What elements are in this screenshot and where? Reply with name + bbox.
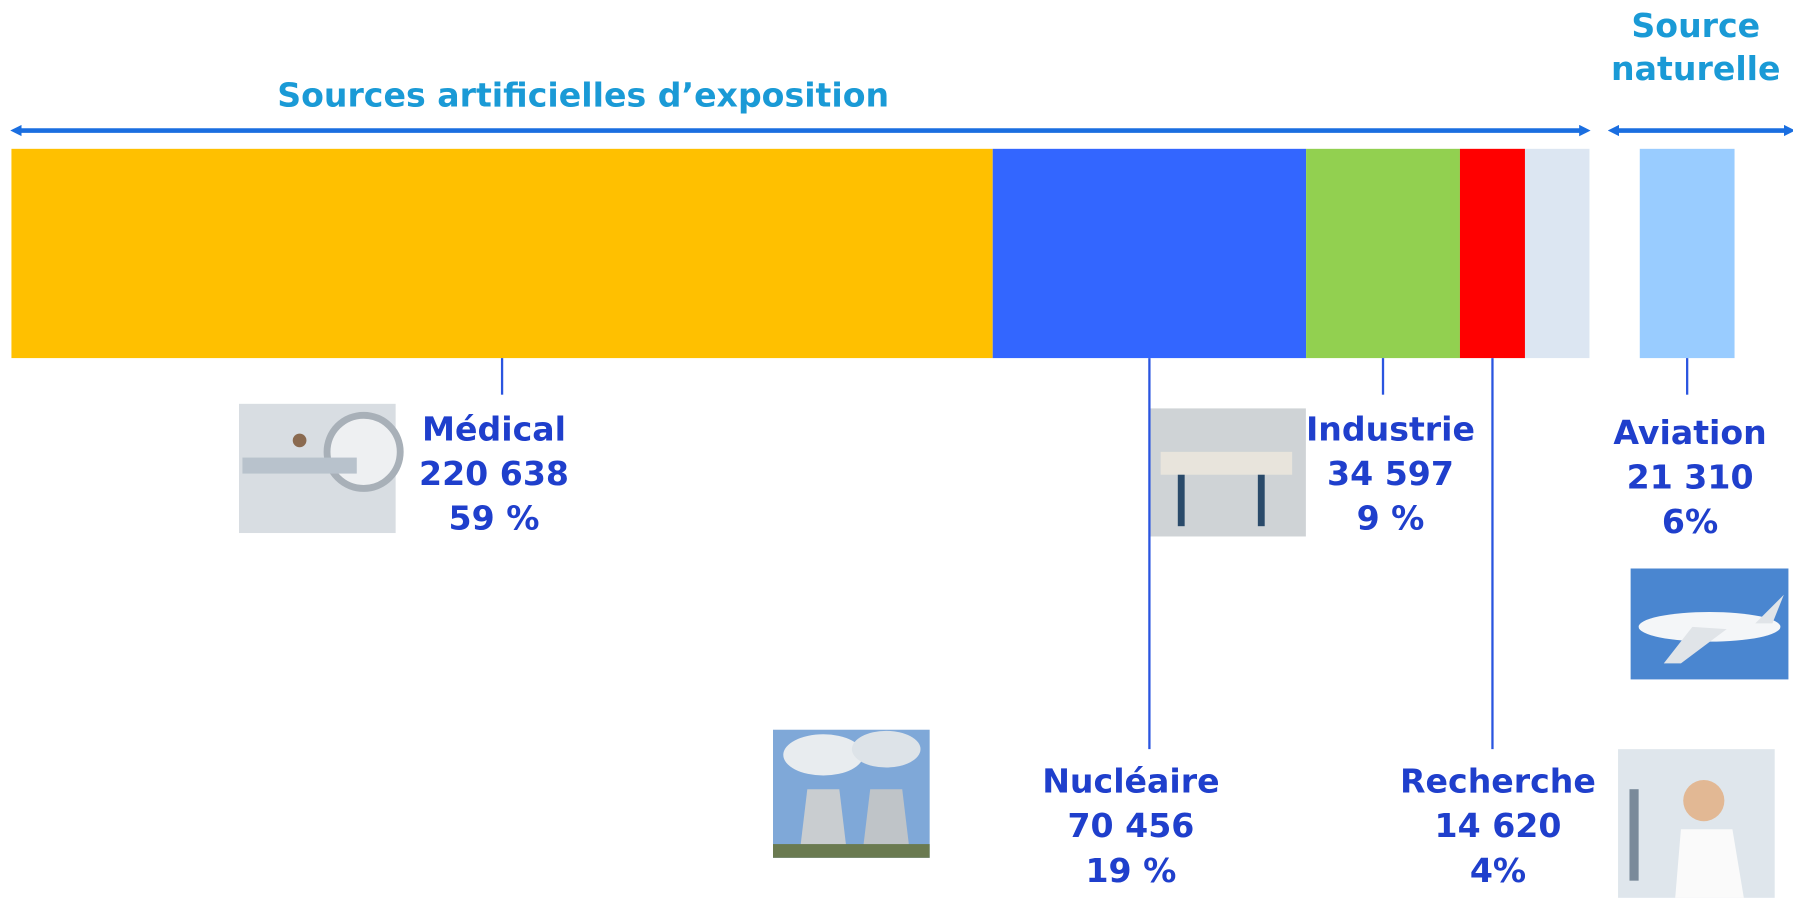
photo-research [1618, 749, 1775, 898]
value-label: 70 456 [1067, 806, 1194, 845]
photo-airplane [1630, 568, 1789, 680]
value-label: 14 620 [1435, 806, 1562, 845]
photo-medical [238, 403, 404, 534]
photo-industry [1149, 408, 1306, 537]
group-title: Sources artificielles d’exposition [277, 76, 889, 115]
bar-segment [1524, 148, 1590, 359]
category-label: Médical [422, 409, 566, 448]
value-label: 220 638 [419, 454, 569, 493]
category-label: Recherche [1400, 762, 1596, 801]
category-label: Industrie [1306, 409, 1475, 448]
group-title: Source naturelle [1611, 6, 1780, 88]
bar-segment [1306, 148, 1460, 359]
share-label: 6% [1662, 502, 1718, 541]
value-label: 34 597 [1327, 454, 1454, 493]
category-label: Aviation [1613, 413, 1766, 452]
share-label: 4% [1470, 851, 1526, 890]
share-label: 9 % [1357, 499, 1425, 538]
category-label: Nucléaire [1042, 762, 1219, 801]
value-label: 21 310 [1627, 457, 1754, 496]
bar-segment [1459, 148, 1525, 359]
bar-segment [992, 148, 1307, 359]
photo-nuclear [773, 729, 930, 858]
bar-segment [1639, 148, 1735, 359]
bar-segment [11, 148, 993, 359]
share-label: 19 % [1085, 851, 1176, 890]
share-label: 59 % [449, 499, 540, 538]
